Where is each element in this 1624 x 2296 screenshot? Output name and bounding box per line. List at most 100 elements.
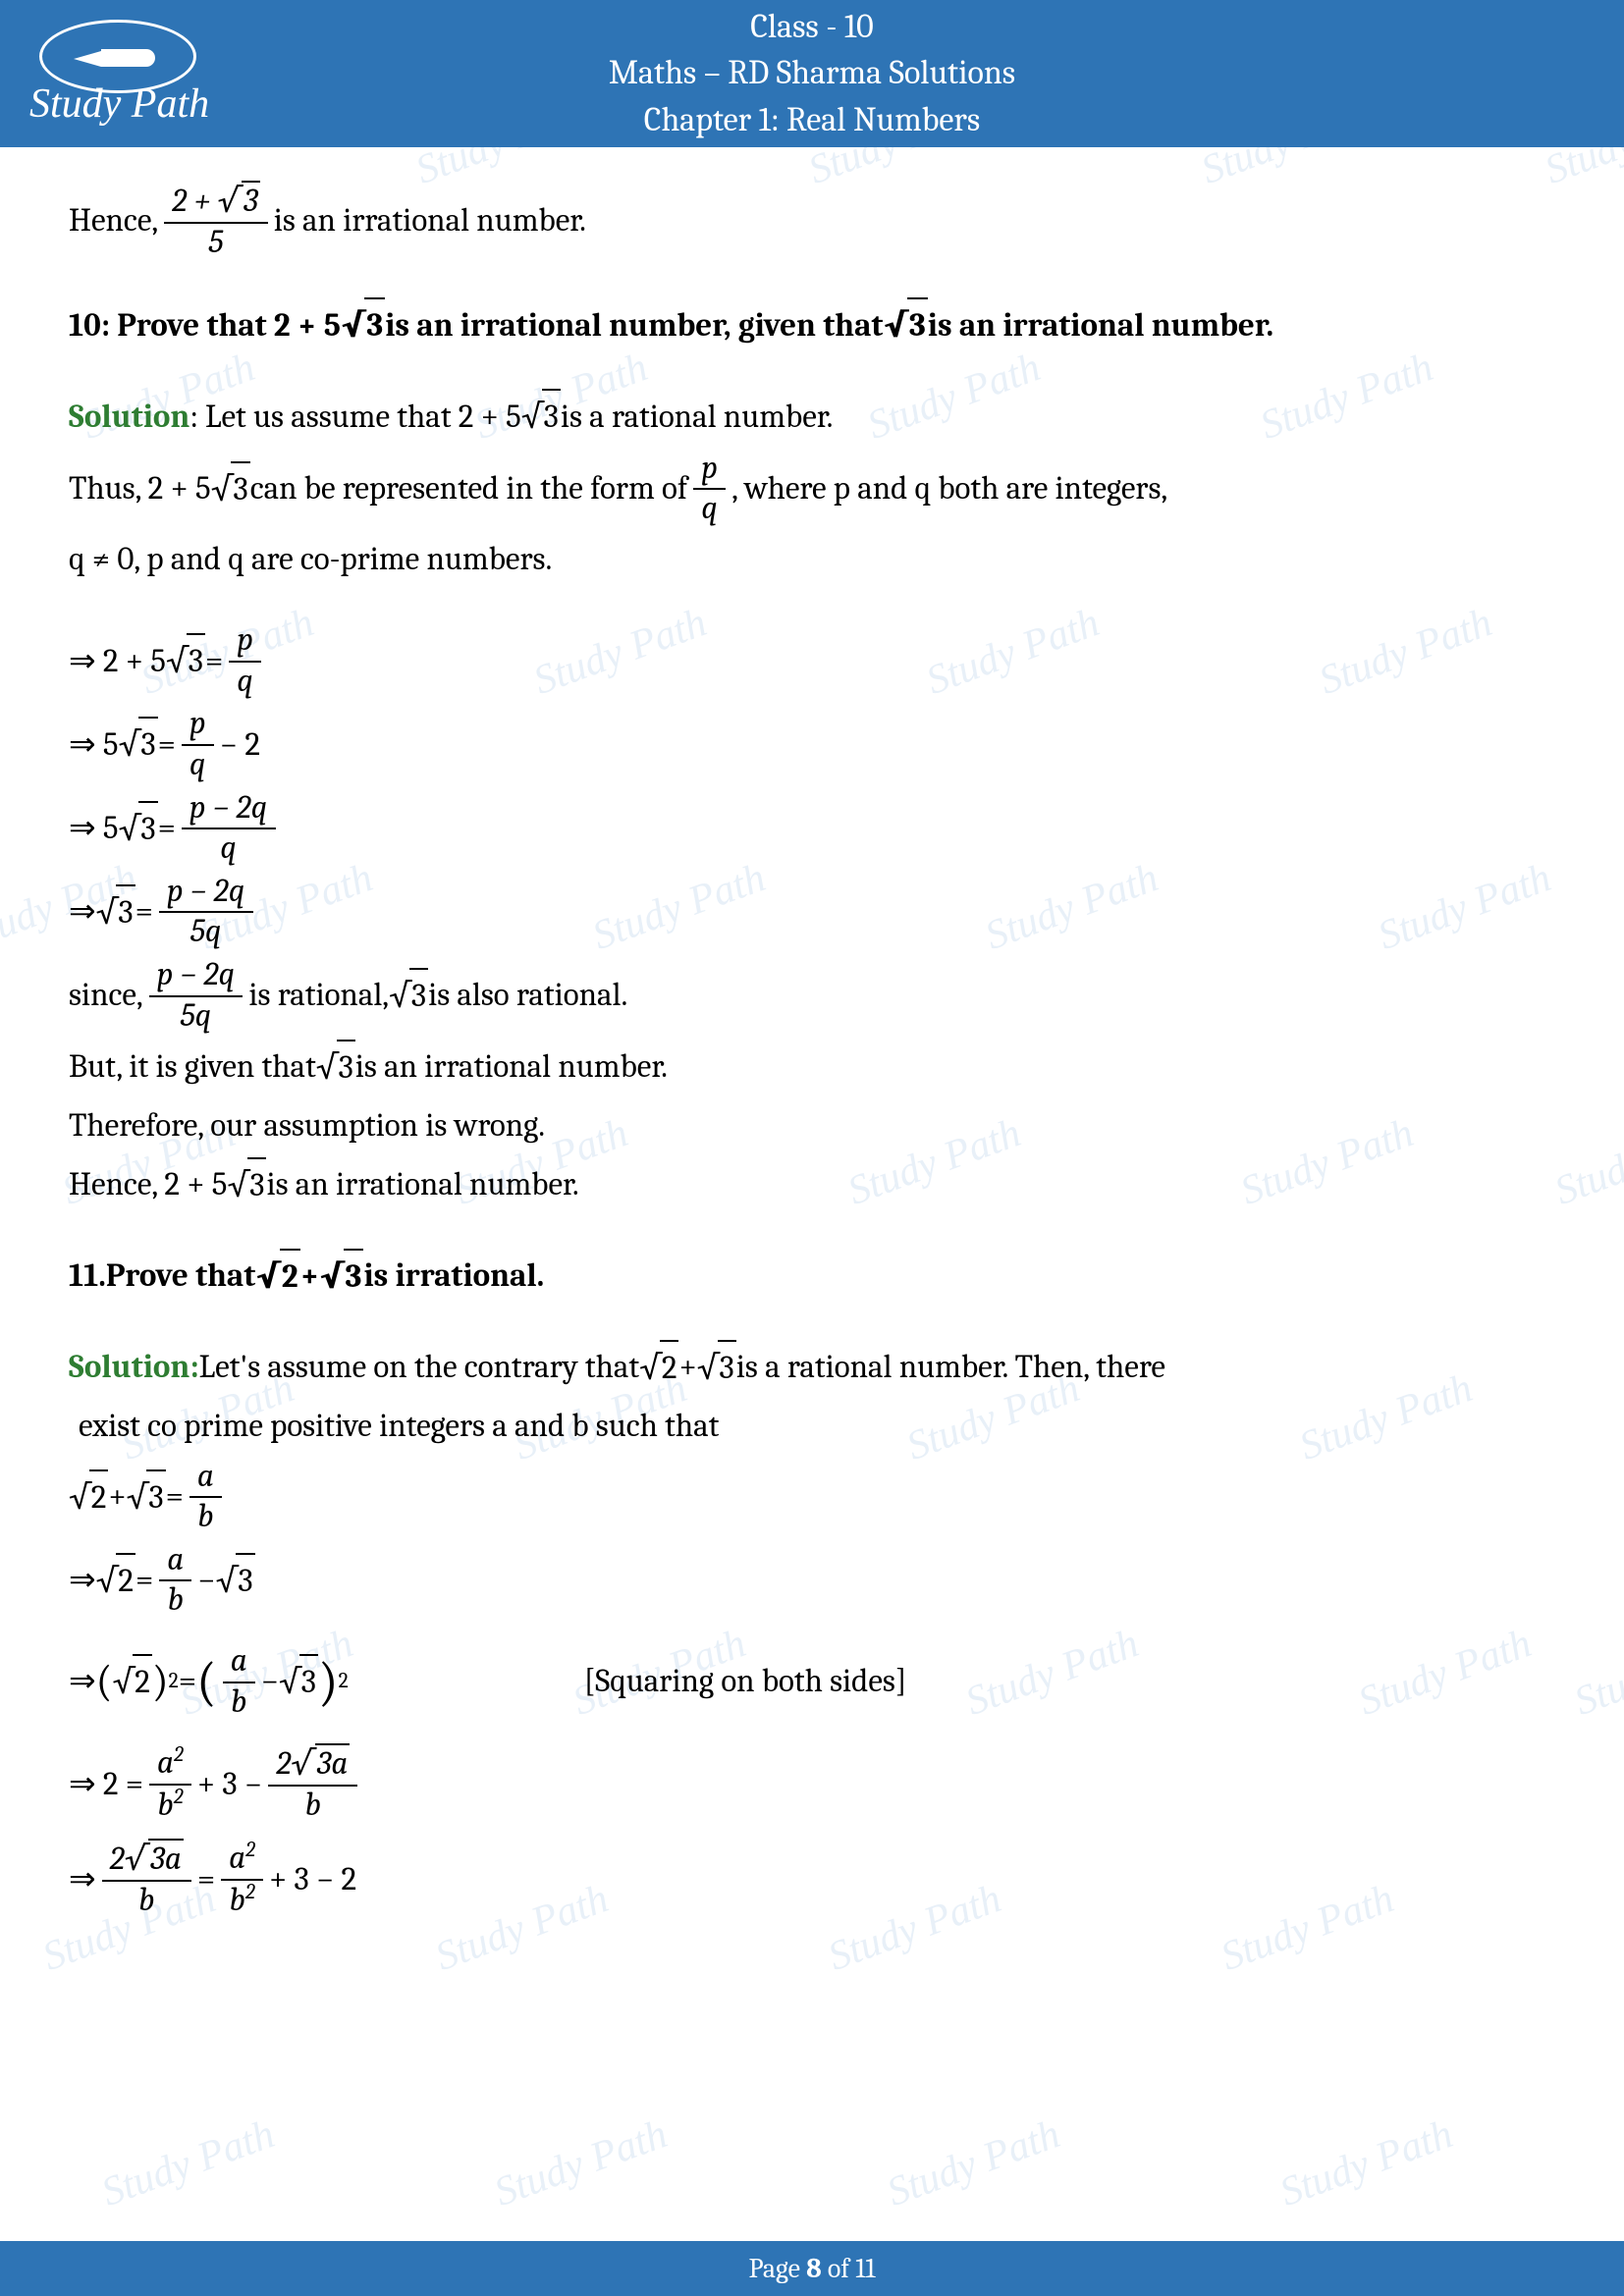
text: ⇒ 2 = (69, 1758, 143, 1811)
q11-step5: ⇒ 23a b = a2 b2 + 3 − 2 (69, 1839, 1555, 1920)
text: is an irrational number. (274, 194, 586, 247)
denominator: b (223, 1683, 254, 1723)
text: = (179, 1655, 196, 1708)
fraction: p − 2q q (182, 789, 276, 869)
q11-step2: ⇒ 2 = a b − 3 (69, 1541, 1555, 1621)
sqrt: 3 (319, 1249, 363, 1305)
sqrt: 2 (96, 1553, 135, 1609)
text: + (678, 1341, 696, 1394)
header-chapter: Chapter 1: Real Numbers (226, 97, 1398, 144)
denominator: q (693, 490, 726, 529)
sqrt: 3 (521, 389, 561, 445)
q10-step4: ⇒ 3 = p − 2q 5q (69, 873, 1555, 952)
text: = (158, 719, 176, 772)
fraction: a2 b2 (221, 1839, 263, 1920)
numerator: 23a (268, 1743, 357, 1787)
numerator: 2 + 3 (164, 181, 268, 224)
fraction: 23a b (102, 1839, 191, 1920)
text: + (300, 1250, 320, 1303)
text: = (135, 1554, 153, 1607)
numerator: a2 (149, 1743, 191, 1786)
question-text: is an irrational number. (928, 299, 1273, 352)
q9-conclusion: Hence, 2 + 3 5 is an irrational number. (69, 181, 1555, 262)
watermark: Study Path (488, 2110, 674, 2216)
text: ⇒ (69, 885, 96, 938)
numerator: p (229, 621, 261, 663)
text: ⇒ 5 (69, 802, 119, 855)
header-subject: Maths – RD Sharma Solutions (226, 50, 1398, 97)
q11-step4: ⇒ 2 = a2 b2 + 3 − 23a b (69, 1743, 1555, 1825)
denominator: b (189, 1498, 221, 1537)
text: = (158, 802, 176, 855)
fraction: p q (182, 705, 214, 784)
logo: Study Path (29, 20, 226, 128)
text: ⇒ (69, 1853, 96, 1906)
sqrt: 3 (389, 968, 428, 1024)
sqrt: 3 (119, 801, 158, 857)
sqrt: 3 (227, 1157, 266, 1213)
text: , where p and q both are integers, (731, 462, 1167, 515)
sqrt: 3 (211, 461, 250, 517)
text: exist co prime positive integers a and b… (79, 1400, 719, 1453)
denominator: q (212, 829, 244, 869)
fraction: p − 2q 5q (149, 956, 244, 1036)
denominator: b (160, 1581, 191, 1621)
text: = (166, 1470, 184, 1523)
denominator: b (298, 1787, 329, 1826)
fraction: 23a b (268, 1743, 357, 1825)
numerator: 23a (102, 1839, 191, 1882)
sqrt: 3 (127, 1469, 166, 1525)
text: ⇒ 5 (69, 719, 119, 772)
text: is rational, (248, 969, 389, 1022)
text: + (108, 1470, 126, 1523)
watermark: Study Path (881, 2110, 1066, 2216)
q10-but: But, it is given that 3 is an irrational… (69, 1040, 1555, 1095)
sqrt: 3 (316, 1040, 355, 1095)
sqrt: 3 (279, 1654, 318, 1710)
numerator: p (182, 705, 214, 746)
q11-question: 11. Prove that 2 + 3 is irrational. (69, 1249, 1555, 1305)
numerator: p (693, 450, 726, 491)
text: : Let us assume that 2 + 5 (189, 391, 521, 444)
fraction: a b (223, 1642, 255, 1722)
numerator: a (189, 1458, 222, 1499)
q11-step1: 2 + 3 = a b (69, 1458, 1555, 1537)
watermark: Study Path (95, 2110, 281, 2216)
q11-solution-line1: Solution: Let's assume on the contrary t… (69, 1340, 1555, 1396)
page-number: 8 (806, 2253, 822, 2284)
footer-post: of 11 (822, 2253, 876, 2284)
sqrt: 3 (697, 1340, 736, 1396)
text: Hence, (69, 194, 158, 247)
denominator: b2 (221, 1881, 262, 1921)
question-number: 11. (69, 1250, 106, 1303)
text: Therefore, our assumption is wrong. (69, 1099, 545, 1152)
text: is a rational number. Then, there (736, 1341, 1165, 1394)
denominator: 5q (173, 997, 220, 1037)
text: = (135, 885, 153, 938)
sqrt: 2 (255, 1249, 299, 1305)
text: − (261, 1655, 279, 1708)
exponent: 2 (339, 1665, 349, 1699)
denominator: 5q (183, 913, 230, 952)
sqrt: 2 (639, 1340, 678, 1396)
header-titles: Class - 10 Maths – RD Sharma Solutions C… (226, 4, 1398, 144)
text: can be represented in the form of (250, 462, 688, 515)
denominator: q (229, 663, 261, 702)
sqrt: 3 (341, 297, 385, 353)
question-number: 10 (69, 299, 101, 352)
page-content: Hence, 2 + 3 5 is an irrational number. … (0, 147, 1624, 1921)
text: = (197, 1853, 215, 1906)
text: ⇒ (69, 1554, 96, 1607)
text: Let's assume on the contrary that (199, 1341, 640, 1394)
numerator: p − 2q (182, 789, 276, 830)
sqrt: 3 (119, 717, 158, 773)
watermark: Study Path (1273, 2110, 1459, 2216)
text: is an irrational number. (355, 1041, 668, 1094)
q10-solution-line3: q ≠ 0, p and q are co-prime numbers. (69, 533, 1555, 586)
numerator: a2 (221, 1839, 263, 1881)
text: − (197, 1554, 215, 1607)
q10-step3: ⇒ 5 3 = p − 2q q (69, 789, 1555, 869)
sqrt: 2 (112, 1654, 151, 1710)
text: = (205, 635, 223, 688)
denominator: 5 (200, 224, 231, 263)
